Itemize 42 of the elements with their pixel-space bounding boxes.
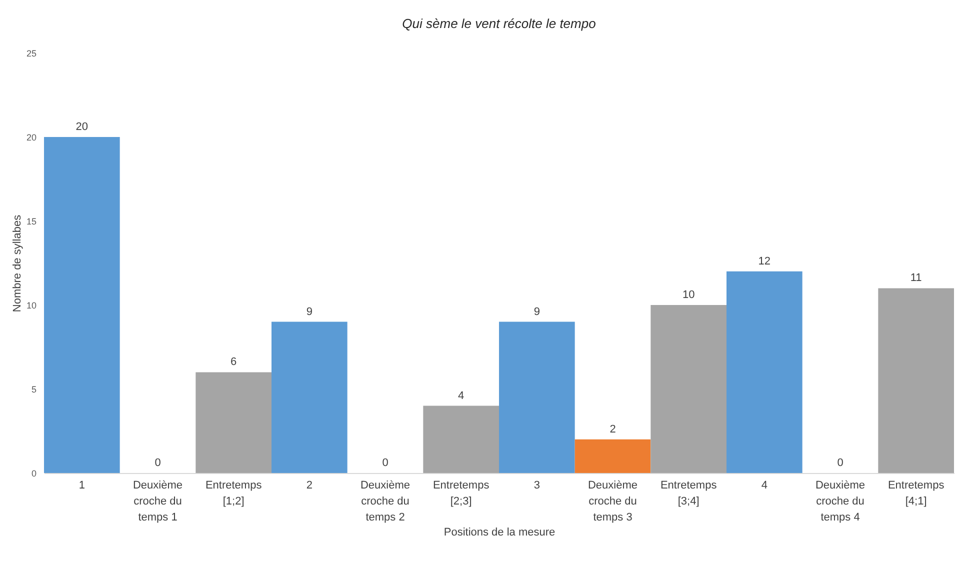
x-tick-label: 1 — [78, 480, 85, 492]
bar — [650, 305, 726, 473]
bar — [44, 137, 120, 473]
x-tick-label: Deuxième croche du temps 4 — [815, 480, 866, 524]
y-tick-label: 15 — [26, 216, 36, 226]
y-axis-title: Nombre de syllabes — [11, 214, 24, 312]
x-tick-label: Entretemps [1;2] — [205, 480, 262, 508]
data-label: 0 — [837, 457, 844, 469]
x-tick-label: 4 — [761, 480, 768, 492]
bar — [272, 322, 348, 473]
x-tick-label: Deuxième croche du temps 3 — [588, 480, 638, 524]
data-label: 0 — [382, 457, 388, 469]
x-tick-label: Deuxième croche du temps 2 — [360, 480, 410, 524]
y-tick-label: 0 — [31, 468, 36, 478]
data-label: 2 — [610, 423, 616, 436]
data-label: 6 — [230, 356, 237, 368]
chart-title: Qui sème le vent récolte le tempo — [402, 16, 596, 31]
data-label: 0 — [154, 457, 161, 469]
data-label: 9 — [534, 306, 540, 318]
x-tick-label: 2 — [306, 480, 312, 492]
bar — [878, 288, 954, 473]
bar — [499, 322, 575, 473]
x-tick-label: Entretemps [3;4] — [660, 480, 718, 508]
y-tick-label: 10 — [26, 300, 36, 310]
data-label: 9 — [306, 306, 312, 318]
x-tick-label: Deuxième croche du temps 1 — [132, 480, 183, 524]
x-axis-title: Positions de la mesure — [444, 526, 556, 538]
bar — [423, 406, 499, 473]
bar — [196, 372, 272, 473]
data-label: 4 — [458, 390, 464, 402]
y-tick-label: 20 — [26, 132, 36, 142]
x-tick-label: Entretemps [2;3] — [432, 480, 490, 508]
data-label: 12 — [758, 255, 771, 268]
y-tick-label: 5 — [31, 384, 36, 394]
bar — [726, 271, 802, 473]
data-label: 10 — [682, 289, 695, 301]
x-tick-label: Entretemps [4;1] — [888, 480, 945, 508]
x-tick-label: 3 — [534, 480, 540, 492]
bar — [574, 439, 651, 473]
data-label: 11 — [910, 272, 922, 284]
y-tick-label: 25 — [26, 48, 36, 58]
data-label: 20 — [76, 121, 88, 133]
